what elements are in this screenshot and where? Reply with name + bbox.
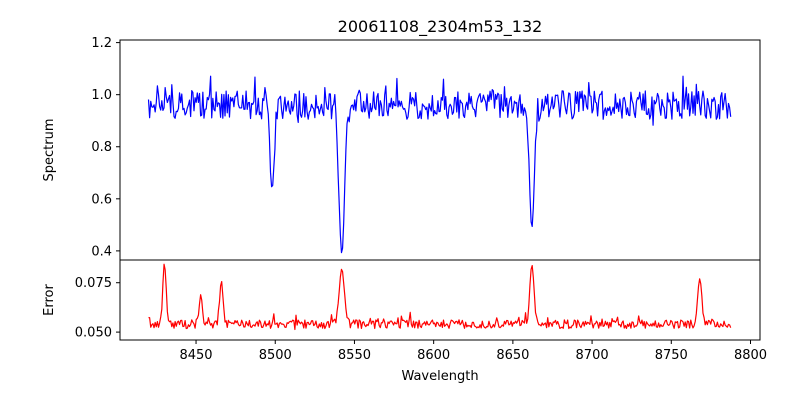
x-axis-ticks: 8450 8500 8550 8600 8650 8700 8750 8800: [179, 340, 767, 363]
x-tick-label: 8750: [655, 348, 688, 363]
error-y-label: Error: [42, 284, 57, 316]
chart-title: 20061108_2304m53_132: [338, 17, 543, 37]
spectrum-y-tick-label: 0.8: [91, 140, 112, 155]
spectrum-panel: 0.4 0.6 0.8 1.0 1.2 Spectrum: [42, 36, 761, 261]
spectrum-y-tick-label: 0.6: [91, 192, 112, 207]
error-y-tick-label: 0.050: [75, 326, 112, 341]
spectrum-y-tick-label: 1.0: [91, 88, 112, 103]
spectrum-y-tick-label: 0.4: [91, 244, 112, 259]
spectrum-y-label: Spectrum: [42, 119, 57, 182]
spectrum-line: [147, 75, 732, 254]
x-axis-label: Wavelength: [401, 369, 478, 384]
spectrum-frame: [119, 39, 761, 261]
error-y-tick-label: 0.075: [75, 276, 112, 291]
x-tick-label: 8600: [417, 348, 450, 363]
error-panel: 0.050 0.075 Error: [42, 259, 761, 341]
error-line: [148, 263, 732, 331]
spectrum-y-tick-label: 1.2: [91, 36, 112, 51]
error-y-ticks: 0.050 0.075: [75, 276, 120, 341]
x-tick-label: 8650: [496, 348, 529, 363]
x-tick-label: 8450: [179, 348, 212, 363]
spectrum-y-ticks: 0.4 0.6 0.8 1.0 1.2: [91, 36, 120, 259]
x-tick-label: 8800: [734, 348, 767, 363]
x-tick-label: 8500: [259, 348, 292, 363]
x-tick-label: 8700: [576, 348, 609, 363]
error-frame: [119, 259, 761, 341]
x-tick-label: 8550: [338, 348, 371, 363]
